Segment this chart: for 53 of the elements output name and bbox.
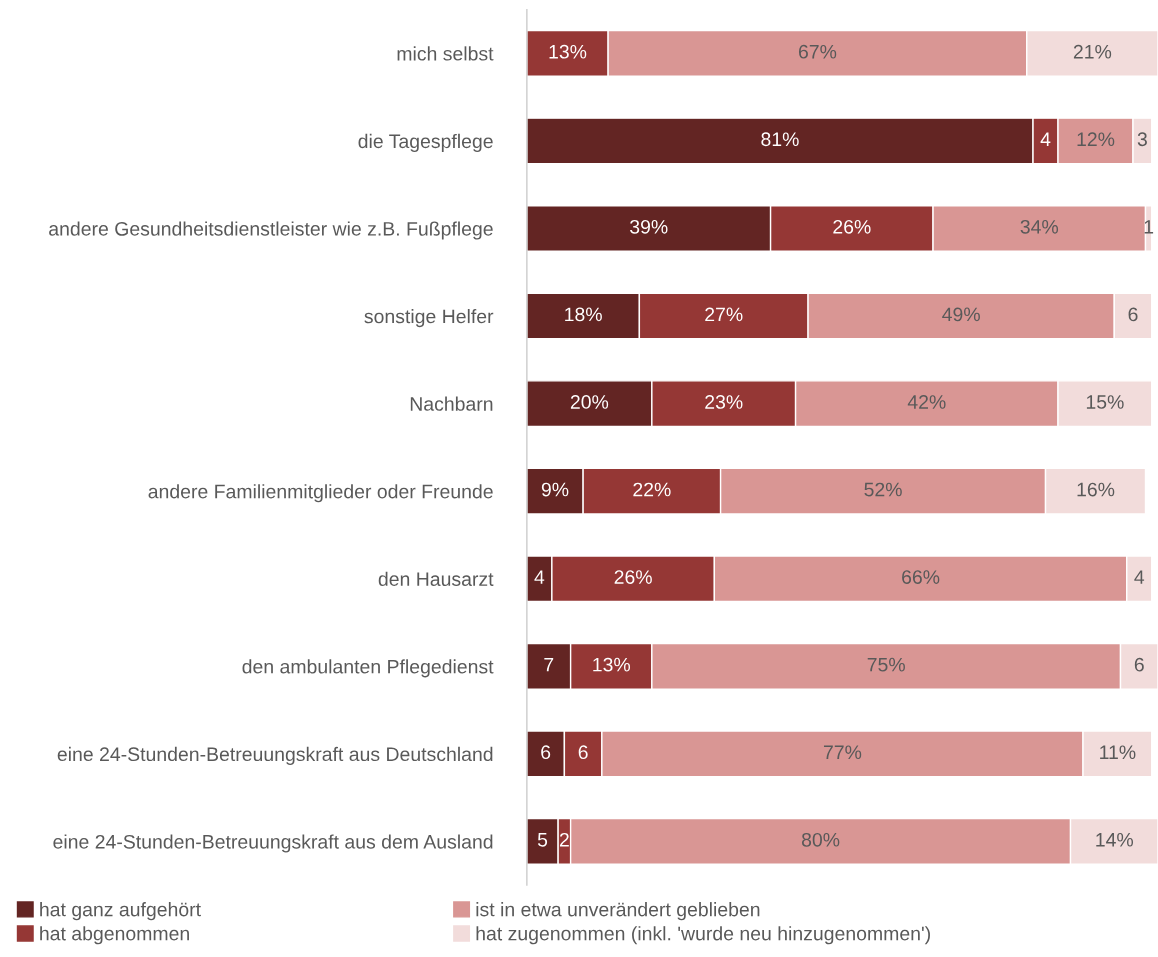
y-tick-label: den ambulanten Pflegedienst <box>242 659 494 678</box>
y-tick-label: Nachbarn <box>410 396 493 411</box>
data-label: 18% <box>565 307 602 322</box>
data-label: 3 <box>1137 132 1147 147</box>
data-label: 67% <box>798 44 837 59</box>
data-label: 7 <box>544 657 554 672</box>
data-label: 12% <box>1077 132 1115 147</box>
data-label: 23% <box>705 395 743 409</box>
data-label: 42% <box>907 395 946 409</box>
data-label: 6 <box>541 745 551 760</box>
y-tick-label: eine 24-Stunden-Betreuungskraft aus Deutschland <box>57 746 493 765</box>
data-label: 1 <box>1144 220 1154 234</box>
data-label: 4 <box>1134 570 1145 584</box>
data-label: 66% <box>902 570 940 584</box>
data-label: 6 <box>1134 657 1144 672</box>
y-tick-label: sonstige Helfer <box>364 309 494 328</box>
data-label: 39% <box>630 219 668 234</box>
data-label: 81% <box>761 132 799 147</box>
data-label: 6 <box>578 745 588 760</box>
legend-label: hat ganz aufgehört <box>40 902 201 921</box>
y-tick-label: mich selbst <box>397 46 494 61</box>
data-label: 2 <box>559 832 569 847</box>
data-label: 75% <box>867 657 905 672</box>
data-label: 5 <box>537 833 548 847</box>
data-label: 6 <box>1128 307 1138 322</box>
data-label: 27% <box>705 307 743 322</box>
legend-label: hat zugenommen (inkl. 'wurde neu hinzugenommen') <box>476 926 930 945</box>
data-label: 77% <box>823 745 862 760</box>
data-label: 26% <box>614 570 652 584</box>
data-label: 52% <box>864 482 902 497</box>
data-label: 13% <box>549 44 587 59</box>
legend-label: hat abgenommen <box>40 926 189 945</box>
legend-label: ist in etwa unverändert geblieben <box>476 902 760 921</box>
data-label: 21% <box>1073 44 1112 59</box>
data-label: 34% <box>1020 219 1059 234</box>
data-label: 16% <box>1077 482 1115 497</box>
data-label: 22% <box>633 482 671 497</box>
data-label: 20% <box>570 395 609 409</box>
data-label: 4 <box>1040 132 1051 146</box>
data-label: 4 <box>534 570 545 584</box>
data-label: 14% <box>1096 832 1134 847</box>
y-tick-label: die Tagespflege <box>358 133 493 152</box>
y-tick-label: andere Familienmitglieder oder Freunde <box>148 484 493 503</box>
y-tick-label: andere Gesundheitsdienstleister wie z.B. Fußpflege <box>49 221 493 240</box>
data-label: 80% <box>801 832 840 847</box>
data-label: 13% <box>593 657 631 672</box>
data-label: 11% <box>1100 745 1136 760</box>
data-label: 9% <box>541 482 569 497</box>
y-tick-label: eine 24-Stunden-Betreuungskraft aus dem Ausland <box>53 834 493 853</box>
data-label: 26% <box>833 219 871 234</box>
data-label: 49% <box>942 307 980 322</box>
y-tick-label: den Hausarzt <box>378 571 494 586</box>
data-label: 15% <box>1086 395 1124 409</box>
